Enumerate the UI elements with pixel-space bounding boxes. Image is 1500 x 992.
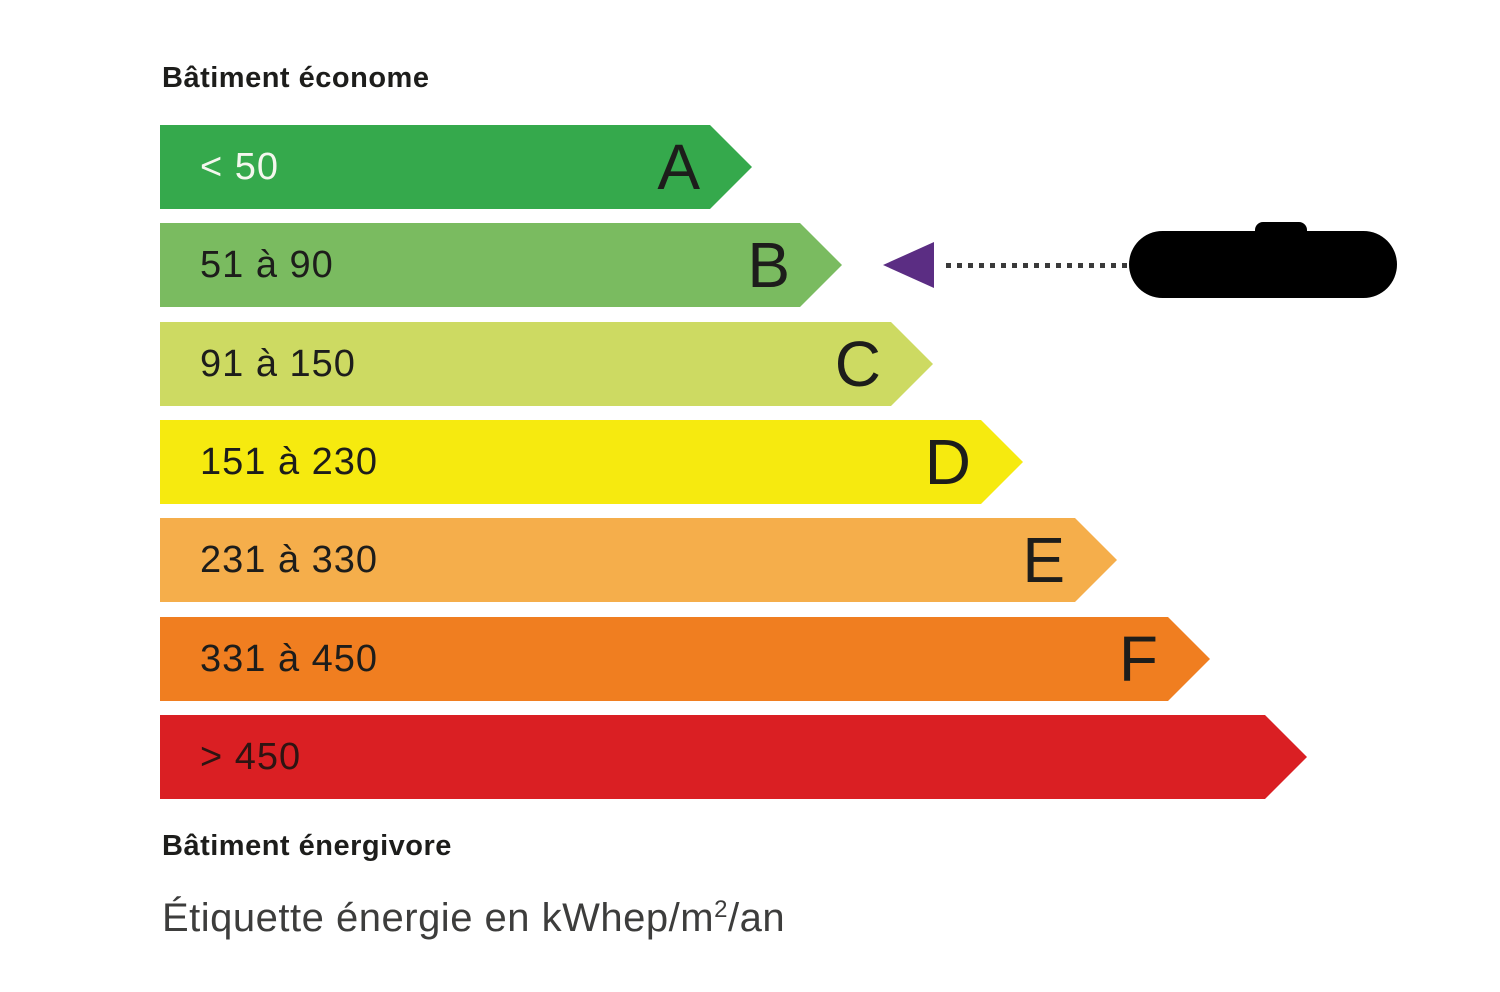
energy-class-bar-c: 91 à 150 C [160,322,933,406]
energy-range-label: > 450 [200,735,302,778]
energy-class-letter: A [657,131,700,203]
class-pointer-arrow-icon [883,242,934,288]
energy-class-letter: B [747,229,790,301]
energy-range-label: 51 à 90 [200,243,334,286]
energy-range-label: 151 à 230 [200,440,379,483]
energy-class-bar-e: 231 à 330 E [160,518,1117,602]
energy-label-caption: Étiquette énergie en kWhep/m2/an [162,896,785,941]
caption-text: Étiquette énergie en kWhep/m [162,896,715,940]
energy-class-letter: E [1022,524,1065,596]
energy-class-bar-f: 331 à 450 F [160,617,1210,701]
energy-class-bar-d: 151 à 230 D [160,420,1023,504]
energy-intensive-building-label: Bâtiment énergivore [162,830,452,862]
energy-class-letter: D [924,426,971,498]
economical-building-label: Bâtiment économe [162,62,430,94]
dotted-connector-line [946,263,1130,268]
energy-class-letter: F [1118,623,1158,695]
energy-class-bar-b: 51 à 90 B [160,223,842,307]
energy-range-label: < 50 [200,145,280,188]
energy-class-bar-a: < 50 A [160,125,752,209]
energy-range-label: 231 à 330 [200,538,379,581]
energy-class-letter: C [834,328,881,400]
energy-range-label: 331 à 450 [200,637,379,680]
redacted-value-blob [1129,222,1397,298]
energy-range-label: 91 à 150 [200,342,356,385]
energy-class-bar-g: > 450 [160,715,1307,799]
caption-text-tail: /an [727,896,786,940]
caption-superscript: 2 [714,896,728,923]
